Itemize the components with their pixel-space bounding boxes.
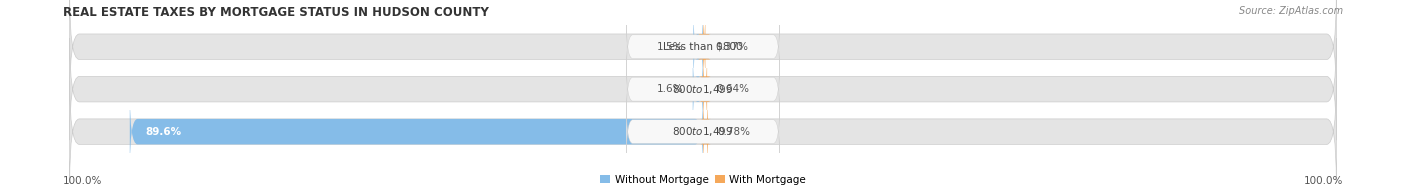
- FancyBboxPatch shape: [626, 101, 780, 162]
- FancyBboxPatch shape: [699, 51, 710, 127]
- Text: REAL ESTATE TAXES BY MORTGAGE STATUS IN HUDSON COUNTY: REAL ESTATE TAXES BY MORTGAGE STATUS IN …: [63, 6, 489, 19]
- Text: 1.5%: 1.5%: [658, 42, 683, 52]
- FancyBboxPatch shape: [626, 59, 780, 120]
- FancyBboxPatch shape: [70, 38, 1336, 140]
- Text: Source: ZipAtlas.com: Source: ZipAtlas.com: [1239, 6, 1343, 16]
- Text: Less than $800: Less than $800: [664, 42, 742, 52]
- Text: 0.37%: 0.37%: [716, 42, 748, 52]
- FancyBboxPatch shape: [70, 0, 1336, 98]
- Legend: Without Mortgage, With Mortgage: Without Mortgage, With Mortgage: [596, 171, 810, 189]
- Text: $800 to $1,499: $800 to $1,499: [672, 125, 734, 138]
- Text: 0.78%: 0.78%: [717, 127, 751, 137]
- FancyBboxPatch shape: [697, 8, 710, 85]
- FancyBboxPatch shape: [70, 81, 1336, 183]
- FancyBboxPatch shape: [700, 93, 710, 170]
- Text: 1.6%: 1.6%: [657, 84, 683, 94]
- Text: 100.0%: 100.0%: [1303, 176, 1343, 186]
- Text: 89.6%: 89.6%: [146, 127, 181, 137]
- FancyBboxPatch shape: [626, 16, 780, 77]
- Text: $800 to $1,499: $800 to $1,499: [672, 83, 734, 96]
- FancyBboxPatch shape: [693, 51, 703, 127]
- Text: 0.64%: 0.64%: [717, 84, 749, 94]
- Text: 100.0%: 100.0%: [63, 176, 103, 186]
- FancyBboxPatch shape: [693, 8, 703, 85]
- FancyBboxPatch shape: [129, 93, 703, 170]
